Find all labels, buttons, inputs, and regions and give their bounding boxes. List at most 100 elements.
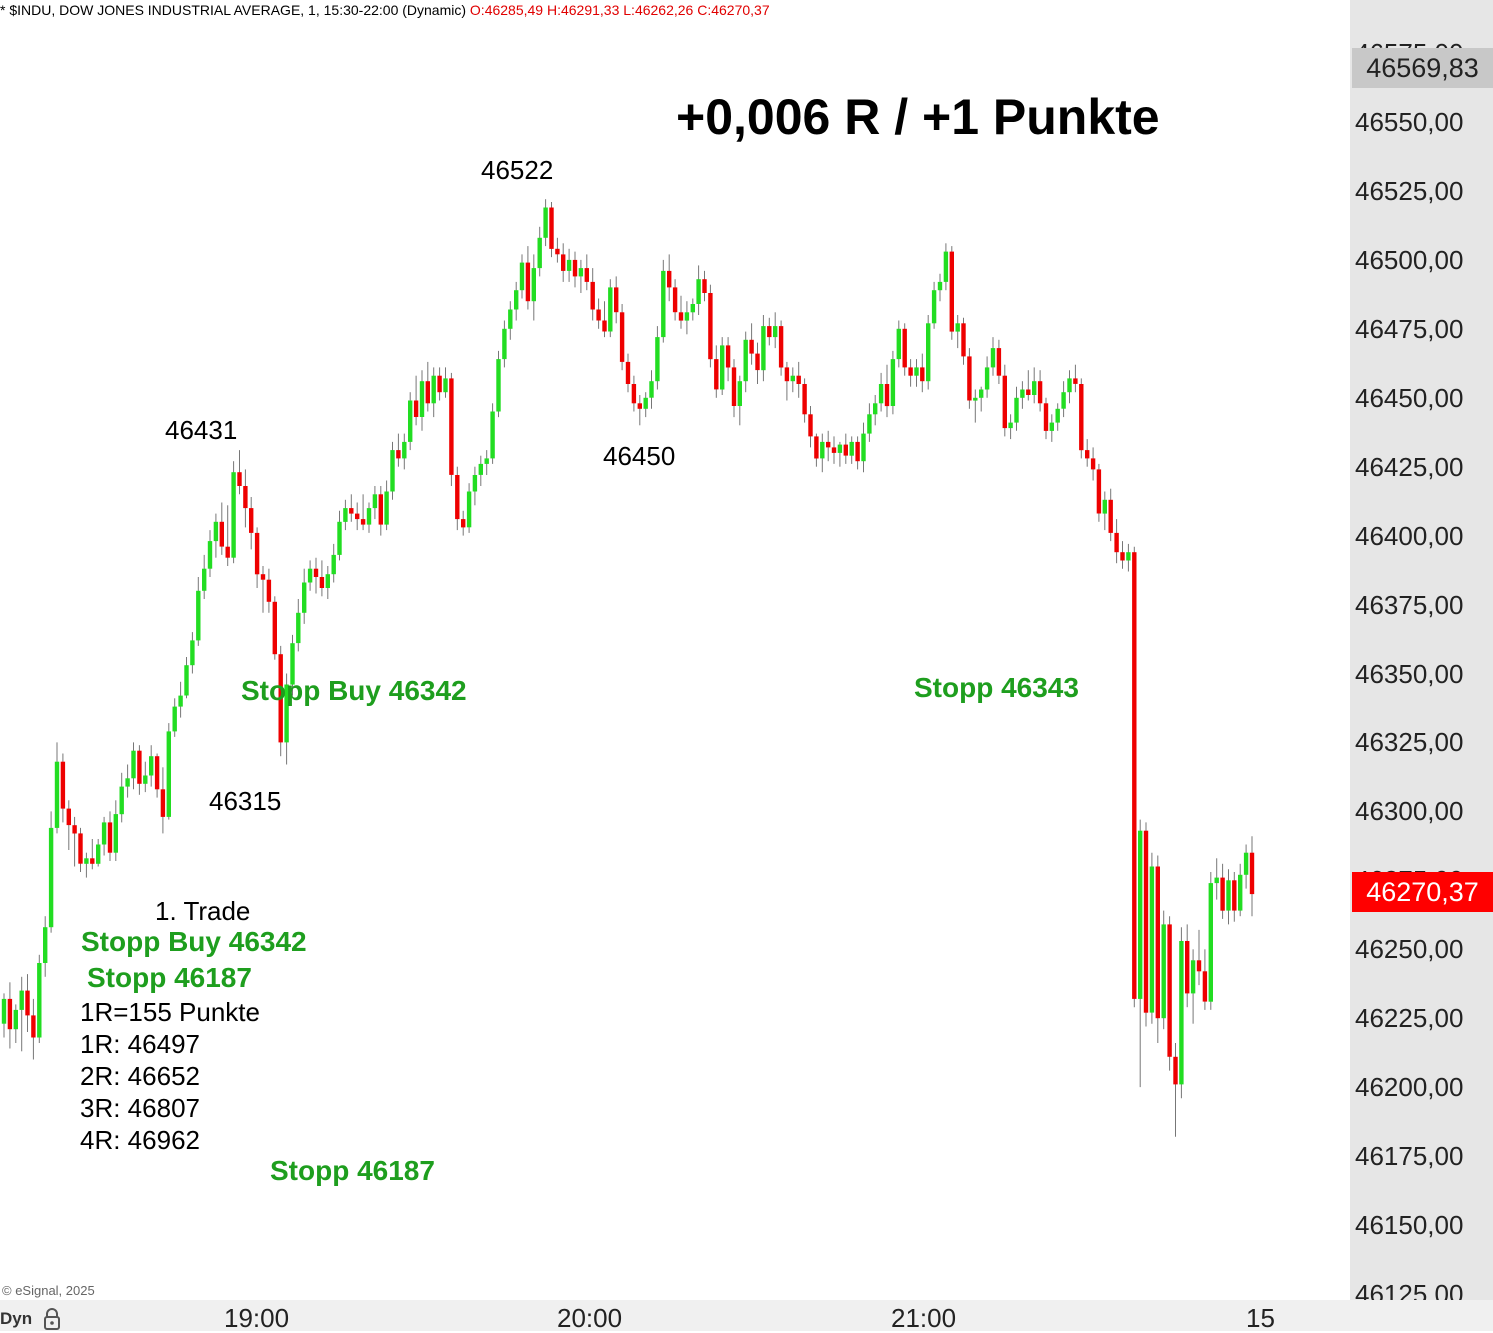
candle-up	[484, 458, 489, 464]
candle-down	[1185, 941, 1190, 994]
price-tick-label: 46175,00	[1355, 1141, 1464, 1171]
candle-up	[867, 414, 872, 434]
candle-down	[631, 384, 637, 404]
candle-down	[160, 789, 166, 817]
candle-down	[831, 447, 837, 453]
candle-up	[849, 441, 854, 456]
label-stopp-mid-right: Stopp 46343	[914, 672, 1079, 703]
price-tick-label: 46400,00	[1355, 521, 1464, 551]
price-tick-label: 46150,00	[1355, 1210, 1464, 1240]
candle-down	[667, 270, 672, 288]
candle-up	[43, 927, 48, 963]
price-tick-label: 46250,00	[1355, 934, 1464, 964]
candle-up	[973, 397, 978, 401]
time-tick-label: 21:00	[891, 1303, 957, 1333]
candlestick-chart[interactable]	[0, 0, 1350, 1300]
candle-up	[937, 281, 943, 291]
candle-up	[478, 463, 483, 475]
candle-up	[502, 328, 507, 360]
candle-down	[826, 441, 831, 448]
candle-down	[614, 287, 619, 313]
candle-up	[19, 990, 24, 1010]
candle-down	[1114, 532, 1119, 553]
candle-down	[1096, 469, 1102, 514]
candle-up	[166, 731, 171, 817]
candle-up	[54, 761, 60, 828]
candle-down	[884, 384, 890, 407]
price-tick-label: 46325,00	[1355, 727, 1464, 757]
candle-down	[1037, 381, 1043, 404]
candles-layer	[1, 199, 1255, 1137]
price-axis[interactable]	[1350, 0, 1493, 1300]
candle-up	[1208, 883, 1213, 1002]
candle-up	[720, 345, 725, 390]
candle-up	[578, 268, 584, 277]
lock-icon[interactable]	[42, 1307, 62, 1331]
candle-up	[13, 1009, 18, 1030]
candle-up	[531, 268, 536, 302]
candle-up	[496, 359, 501, 412]
candle-down	[555, 248, 560, 255]
candle-down	[349, 508, 354, 514]
candle-down	[461, 519, 466, 528]
candle-up	[1161, 924, 1166, 1019]
price-tick-label: 46375,00	[1355, 590, 1464, 620]
dynamic-session-label: Dyn	[0, 1309, 33, 1328]
candle-up	[1008, 422, 1013, 429]
candle-up	[1243, 852, 1249, 875]
candle-up	[1014, 397, 1019, 423]
time-tick-label: 20:00	[557, 1303, 623, 1333]
candle-up	[643, 397, 648, 409]
candle-down	[590, 281, 595, 310]
time-axis[interactable]	[0, 1300, 1493, 1331]
candle-down	[778, 326, 784, 368]
candle-down	[413, 400, 419, 417]
candle-down	[254, 532, 260, 575]
trade-r-size: 1R=155 Punkte	[80, 997, 260, 1027]
candle-up	[790, 375, 795, 382]
candle-up	[325, 574, 330, 588]
candle-down	[249, 508, 254, 533]
candle-down	[243, 486, 248, 509]
candle-up	[202, 568, 207, 591]
candle-down	[1202, 971, 1208, 1002]
candle-down	[749, 339, 754, 354]
candle-up	[443, 378, 448, 393]
candle-down	[767, 326, 772, 338]
candle-up	[366, 508, 372, 525]
candle-up	[290, 643, 295, 685]
candle-down	[360, 519, 366, 525]
candle-down	[549, 207, 554, 249]
candle-down	[72, 825, 77, 834]
candle-down	[1249, 852, 1255, 895]
trade-2r: 2R: 46652	[80, 1061, 200, 1091]
candle-up	[684, 312, 690, 321]
candle-down	[625, 361, 631, 384]
candle-down	[260, 574, 266, 580]
candle-up	[384, 491, 389, 525]
candle-up	[773, 326, 778, 338]
candle-down	[355, 513, 360, 520]
copyright: © eSignal, 2025	[2, 1283, 95, 1298]
candle-up	[878, 384, 884, 404]
candle-down	[796, 375, 801, 384]
candle-down	[1167, 924, 1172, 1057]
candle-up	[931, 290, 937, 324]
candle-up	[96, 844, 101, 864]
candle-down	[437, 375, 442, 393]
candle-up	[1238, 874, 1243, 911]
candle-down	[137, 750, 142, 784]
candle-down	[572, 259, 578, 277]
candle-up	[743, 339, 748, 382]
candle-down	[1120, 552, 1125, 561]
candle-down	[843, 444, 848, 456]
candle-up	[184, 665, 189, 696]
label-high-46522: 46522	[481, 155, 554, 185]
candle-down	[725, 345, 731, 368]
candle-down	[920, 367, 925, 382]
candle-down	[755, 353, 760, 371]
candle-down	[90, 858, 95, 864]
trade-stopp-buy: Stopp Buy 46342	[81, 926, 307, 957]
candle-up	[537, 237, 542, 269]
candle-up	[472, 475, 478, 492]
